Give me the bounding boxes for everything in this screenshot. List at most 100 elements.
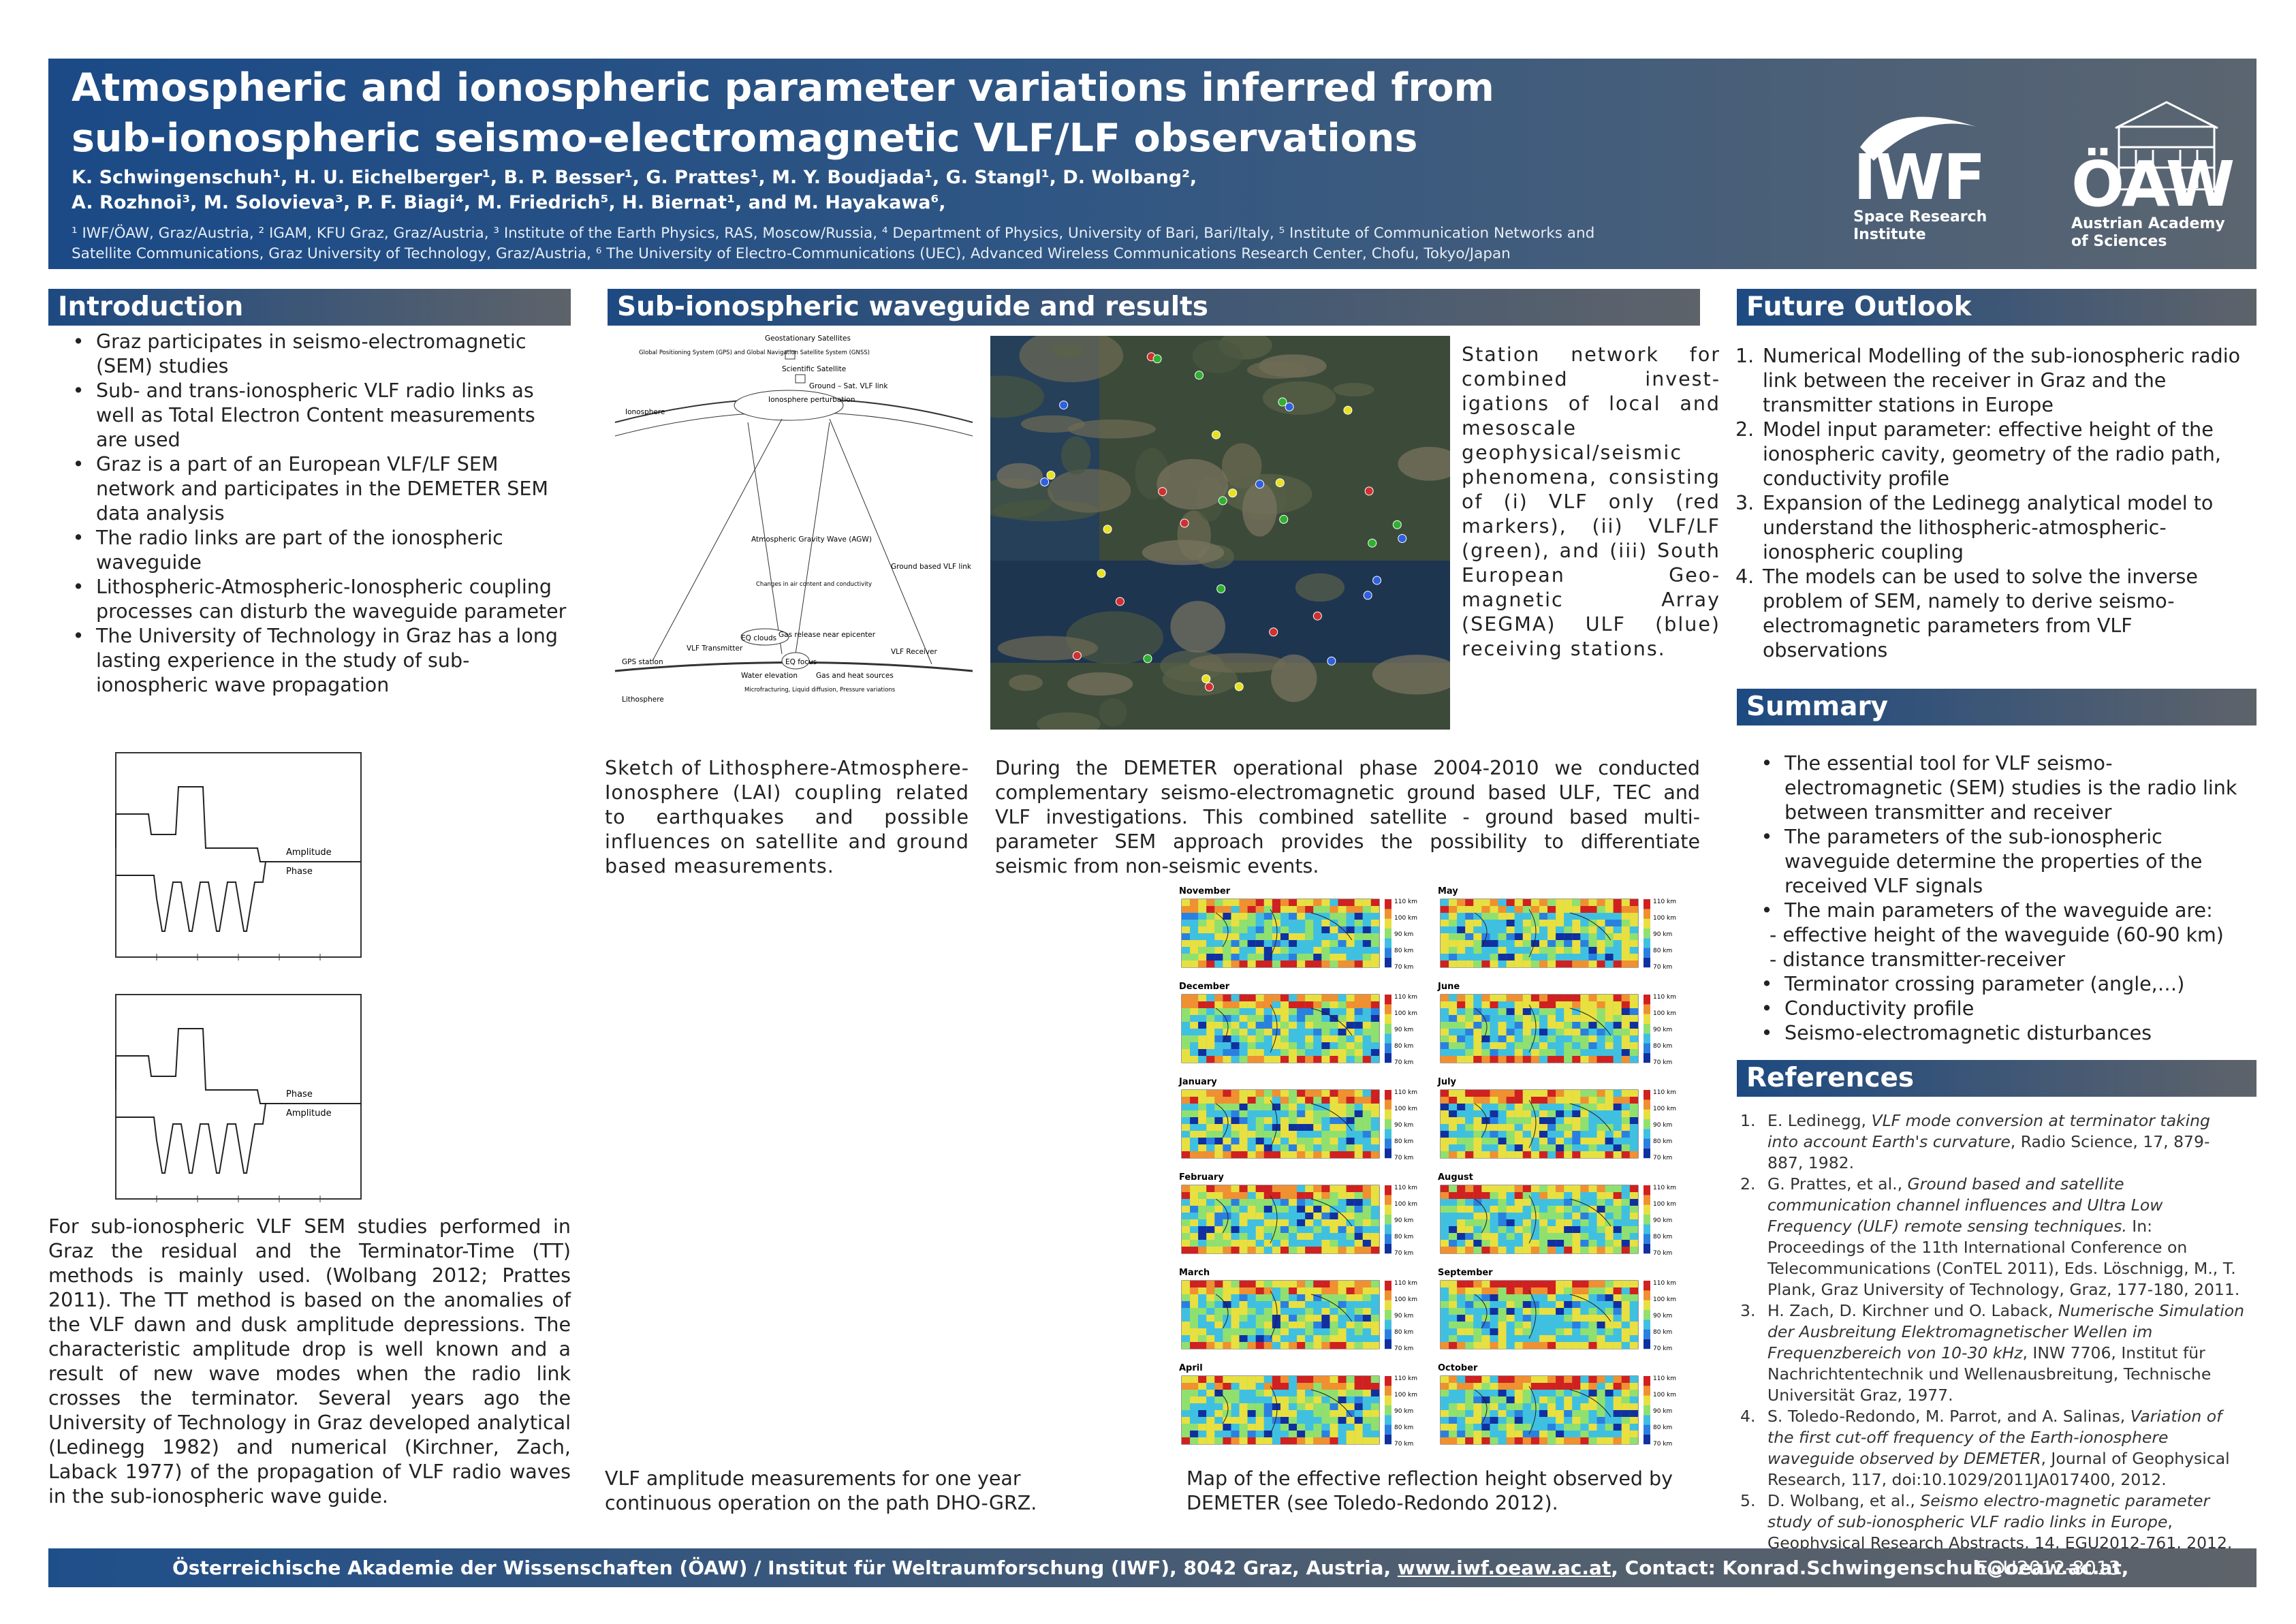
- map-cell: [1629, 940, 1638, 948]
- colorbar: [1385, 1234, 1391, 1244]
- map-cell: [1280, 961, 1289, 968]
- map-cell: [1449, 1226, 1458, 1234]
- map-cell: [1481, 1437, 1490, 1445]
- map-cell: [1597, 1315, 1605, 1322]
- map-cell: [1239, 906, 1248, 914]
- map-cell: [1539, 1294, 1548, 1302]
- map-cell: [1198, 995, 1207, 1002]
- map-cell: [1572, 1008, 1581, 1016]
- map-cell: [1449, 1131, 1458, 1138]
- map-cell: [1190, 1049, 1199, 1057]
- map-cell: [1289, 1281, 1298, 1288]
- map-cell: [1239, 1410, 1248, 1418]
- map-cell: [1539, 1117, 1548, 1125]
- map-cell: [1338, 1138, 1347, 1145]
- map-cell: [1255, 1151, 1264, 1159]
- map-cell: [1313, 1124, 1322, 1131]
- map-cell: [1457, 1342, 1466, 1349]
- map-cell: [1313, 1144, 1322, 1152]
- map-cell: [1370, 1131, 1379, 1138]
- poster-code: EGU2012-8013: [1976, 1557, 2121, 1579]
- map-cell: [1588, 1213, 1597, 1220]
- map-cell: [1522, 933, 1531, 941]
- map-cell: [1239, 1138, 1248, 1145]
- map-cell: [1297, 961, 1306, 968]
- map-cell: [1547, 1042, 1556, 1050]
- map-cell: [1198, 1090, 1207, 1097]
- map-cell: [1239, 926, 1248, 934]
- map-cell: [1588, 1403, 1597, 1411]
- map-cell: [1473, 1294, 1482, 1302]
- diagram-label: Changes in air content and conductivity: [756, 581, 872, 588]
- map-cell: [1198, 1437, 1207, 1445]
- map-cell: [1498, 954, 1507, 961]
- map-cell: [1572, 1185, 1581, 1193]
- colorbar: [1644, 948, 1650, 958]
- map-cell: [1255, 1410, 1264, 1418]
- map-cell: [1522, 1410, 1531, 1418]
- map-cell: [1289, 1022, 1298, 1029]
- map-cell: [1313, 1131, 1322, 1138]
- map-cell: [1621, 913, 1630, 920]
- map-cell: [1330, 1410, 1338, 1418]
- map-cell: [1441, 1240, 1449, 1247]
- website-link[interactable]: www.iwf.oeaw.ac.at: [1397, 1557, 1611, 1579]
- map-cell: [1597, 1049, 1605, 1057]
- map-cell: [1370, 1008, 1379, 1016]
- reference: H. Zach, D. Kirchner und O. Laback, Nume…: [1740, 1300, 2244, 1406]
- map-cell: [1514, 1124, 1523, 1131]
- station-marker: [1158, 487, 1167, 497]
- footer-text: Österreichische Akademie der Wissenschaf…: [172, 1557, 1398, 1579]
- map-cell: [1514, 1383, 1523, 1390]
- map-cell: [1597, 1117, 1605, 1125]
- map-cell: [1354, 906, 1363, 914]
- map-cell: [1457, 1424, 1466, 1431]
- map-cell: [1498, 1022, 1507, 1029]
- map-cell: [1272, 933, 1280, 941]
- map-cell: [1629, 1315, 1638, 1322]
- map-cell: [1605, 1035, 1614, 1043]
- map-cell: [1621, 1308, 1630, 1315]
- map-cell: [1547, 954, 1556, 961]
- station-marker: [1255, 480, 1265, 489]
- map-cell: [1530, 906, 1539, 914]
- map-cell: [1346, 954, 1355, 961]
- map-cell: [1354, 899, 1363, 907]
- map-cell: [1190, 1219, 1199, 1227]
- map-cell: [1354, 913, 1363, 920]
- map-cell: [1362, 1192, 1371, 1200]
- map-cell: [1605, 1144, 1614, 1152]
- map-cell: [1588, 1144, 1597, 1152]
- map-cell: [1321, 1437, 1330, 1445]
- map-cell: [1556, 1301, 1564, 1309]
- map-cell: [1556, 1281, 1564, 1288]
- map-cell: [1465, 1424, 1474, 1431]
- map-cell: [1473, 1322, 1482, 1329]
- map-cell: [1313, 1396, 1322, 1404]
- map-cell: [1321, 1199, 1330, 1206]
- map-cell: [1190, 1056, 1199, 1063]
- map-cell: [1621, 1192, 1630, 1200]
- map-cell: [1280, 1029, 1289, 1036]
- map-cell: [1239, 940, 1248, 948]
- map-cell: [1597, 1247, 1605, 1254]
- map-cell: [1613, 1035, 1622, 1043]
- map-cell: [1457, 1042, 1466, 1050]
- map-cell: [1613, 954, 1622, 961]
- station-marker: [1279, 514, 1289, 524]
- map-cell: [1206, 954, 1215, 961]
- map-cell: [1506, 1008, 1515, 1016]
- map-cell: [1556, 1437, 1564, 1445]
- map-cell: [1231, 1008, 1240, 1016]
- map-cell: [1498, 1131, 1507, 1138]
- map-cell: [1297, 1403, 1306, 1411]
- map-cell: [1588, 1049, 1597, 1057]
- map-cell: [1305, 1226, 1314, 1234]
- map-cell: [1305, 1124, 1314, 1131]
- map-cell: [1572, 1144, 1581, 1152]
- map-cell: [1214, 1240, 1223, 1247]
- map-cell: [1498, 906, 1507, 914]
- map-cell: [1547, 1029, 1556, 1036]
- map-cell: [1313, 1042, 1322, 1050]
- map-cell: [1263, 1144, 1272, 1152]
